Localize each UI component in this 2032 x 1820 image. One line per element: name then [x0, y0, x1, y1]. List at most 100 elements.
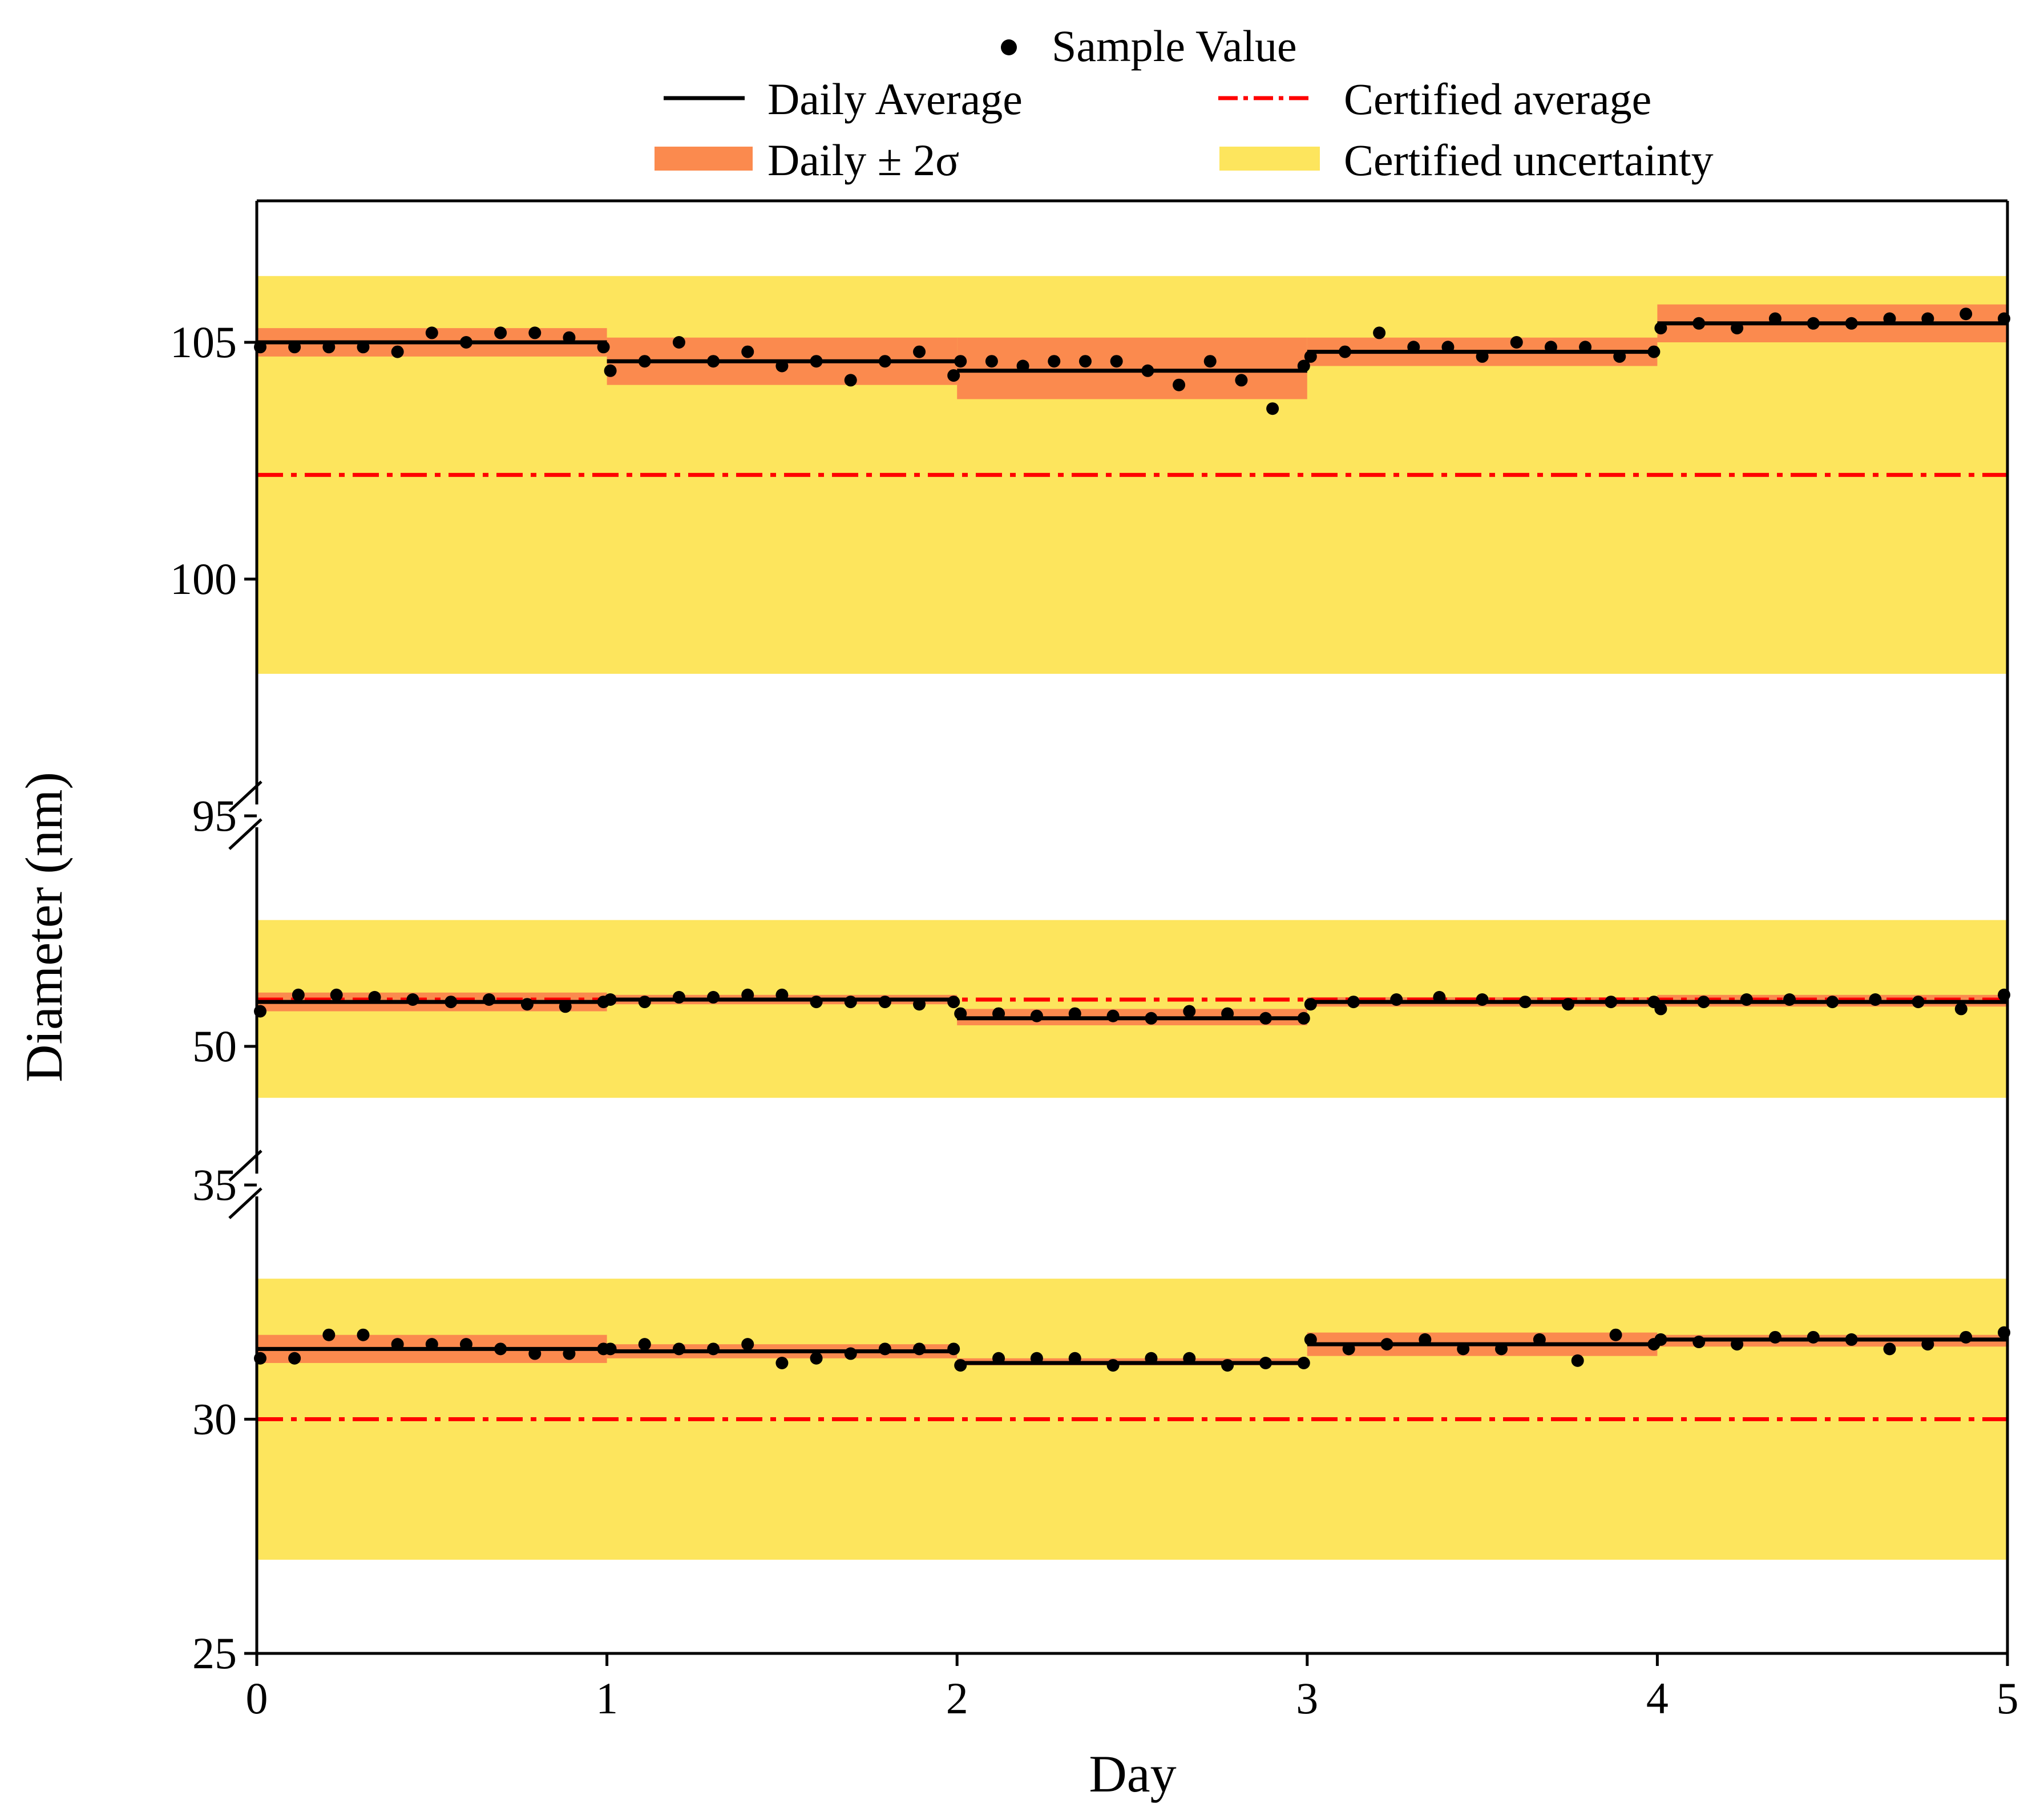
- sample-point: [1380, 1338, 1393, 1351]
- sample-point: [672, 990, 685, 1004]
- sample-point: [391, 1338, 404, 1351]
- sample-point: [1106, 1009, 1120, 1022]
- sample-point: [494, 1342, 507, 1356]
- sample-point: [954, 1007, 967, 1020]
- sample-point: [741, 345, 754, 358]
- sample-point: [1173, 378, 1186, 391]
- sample-point: [1259, 1356, 1272, 1369]
- sample-point: [1845, 1333, 1858, 1346]
- y-tick-label: 25: [192, 1628, 237, 1678]
- sample-point: [947, 996, 960, 1009]
- sample-point: [1373, 326, 1386, 339]
- sample-point: [638, 355, 651, 368]
- sample-point: [1654, 322, 1667, 335]
- sample-point: [368, 990, 381, 1004]
- sample-point: [425, 326, 438, 339]
- sample-point: [707, 990, 720, 1004]
- sample-point: [483, 993, 496, 1006]
- legend: Sample Value Daily Average Certified ave…: [655, 21, 1714, 185]
- sample-point: [1030, 1352, 1043, 1365]
- legend-daily-average-label: Daily Average: [767, 74, 1023, 124]
- sample-point: [1579, 341, 1592, 354]
- sample-point: [954, 355, 967, 368]
- sample-point: [844, 374, 857, 387]
- sample-point: [638, 1338, 651, 1351]
- sample-point: [1518, 996, 1532, 1009]
- y-tick-label: 105: [170, 317, 237, 367]
- x-tick-label: 1: [596, 1673, 618, 1723]
- sample-point: [559, 1000, 572, 1013]
- sample-point: [1304, 998, 1317, 1011]
- sample-point: [1297, 1356, 1310, 1369]
- sample-point: [1106, 1359, 1120, 1372]
- certified-average-lines: [257, 472, 2007, 1421]
- sample-point: [775, 988, 789, 1001]
- sample-point: [597, 341, 610, 354]
- sample-point: [775, 1356, 789, 1369]
- sample-point: [1692, 1336, 1706, 1349]
- sample-point: [1203, 355, 1217, 368]
- axis-break-mark: [228, 818, 262, 850]
- sample-point: [563, 1347, 576, 1360]
- legend-sample-marker: [1001, 39, 1017, 55]
- sample-point: [947, 1342, 960, 1356]
- sample-point: [810, 1352, 823, 1365]
- sample-point: [1476, 350, 1489, 363]
- sample-point: [1544, 341, 1557, 354]
- sample-point: [1407, 341, 1420, 354]
- axis-break-mark: [228, 780, 262, 812]
- sample-point: [913, 998, 926, 1011]
- sample-point: [322, 341, 336, 354]
- sample-point: [1048, 355, 1061, 368]
- sample-point: [878, 996, 891, 1009]
- sample-point: [1476, 993, 1489, 1006]
- y-tick-label: 50: [192, 1021, 237, 1071]
- sample-point: [707, 1342, 720, 1356]
- sample-point: [1266, 402, 1279, 415]
- sample-point: [1921, 1338, 1934, 1351]
- x-tick-label: 5: [1997, 1673, 2019, 1723]
- sample-point: [1235, 374, 1248, 387]
- sample-point: [913, 1342, 926, 1356]
- sample-point: [1030, 1009, 1043, 1022]
- sample-point: [357, 1328, 370, 1341]
- sample-point: [775, 359, 789, 373]
- sample-point: [1259, 1012, 1272, 1025]
- sample-point: [445, 996, 458, 1009]
- sample-point: [1141, 364, 1154, 377]
- sample-point: [1342, 1342, 1355, 1356]
- y-tick-label: 95: [192, 791, 237, 840]
- sample-point: [1921, 312, 1934, 325]
- sample-point: [1731, 1338, 1744, 1351]
- sample-point: [288, 341, 301, 354]
- sample-point: [1654, 1002, 1667, 1016]
- x-tick-label: 4: [1646, 1673, 1669, 1723]
- sample-point: [1433, 990, 1446, 1004]
- sample-point: [1647, 345, 1661, 358]
- x-axis-title: Day: [1089, 1745, 1176, 1803]
- sample-point: [1145, 1352, 1158, 1365]
- sample-point: [1068, 1007, 1081, 1020]
- sample-point: [638, 996, 651, 1009]
- legend-certified-uncertainty-label: Certified uncertainty: [1344, 135, 1714, 185]
- sample-point: [1826, 996, 1839, 1009]
- sample-point: [844, 996, 857, 1009]
- daily-band-100-nm-day-2: [957, 337, 1307, 399]
- sample-point: [844, 1347, 857, 1360]
- sample-point: [878, 355, 891, 368]
- sample-point: [1533, 1333, 1546, 1346]
- sample-point: [494, 326, 507, 339]
- sample-point: [1347, 996, 1360, 1009]
- axis-break-mark: [228, 1150, 262, 1182]
- sample-point: [878, 1342, 891, 1356]
- sample-point: [992, 1352, 1005, 1365]
- sample-point: [1654, 1333, 1667, 1346]
- y-tick-label: 35: [192, 1160, 237, 1210]
- sample-point: [1571, 1354, 1584, 1367]
- sample-point: [1768, 1330, 1781, 1344]
- legend-daily-band-label: Daily ± 2σ: [767, 135, 959, 185]
- sample-point: [1510, 336, 1523, 349]
- legend-sample-label: Sample Value: [1052, 21, 1297, 71]
- sample-point: [1495, 1342, 1508, 1356]
